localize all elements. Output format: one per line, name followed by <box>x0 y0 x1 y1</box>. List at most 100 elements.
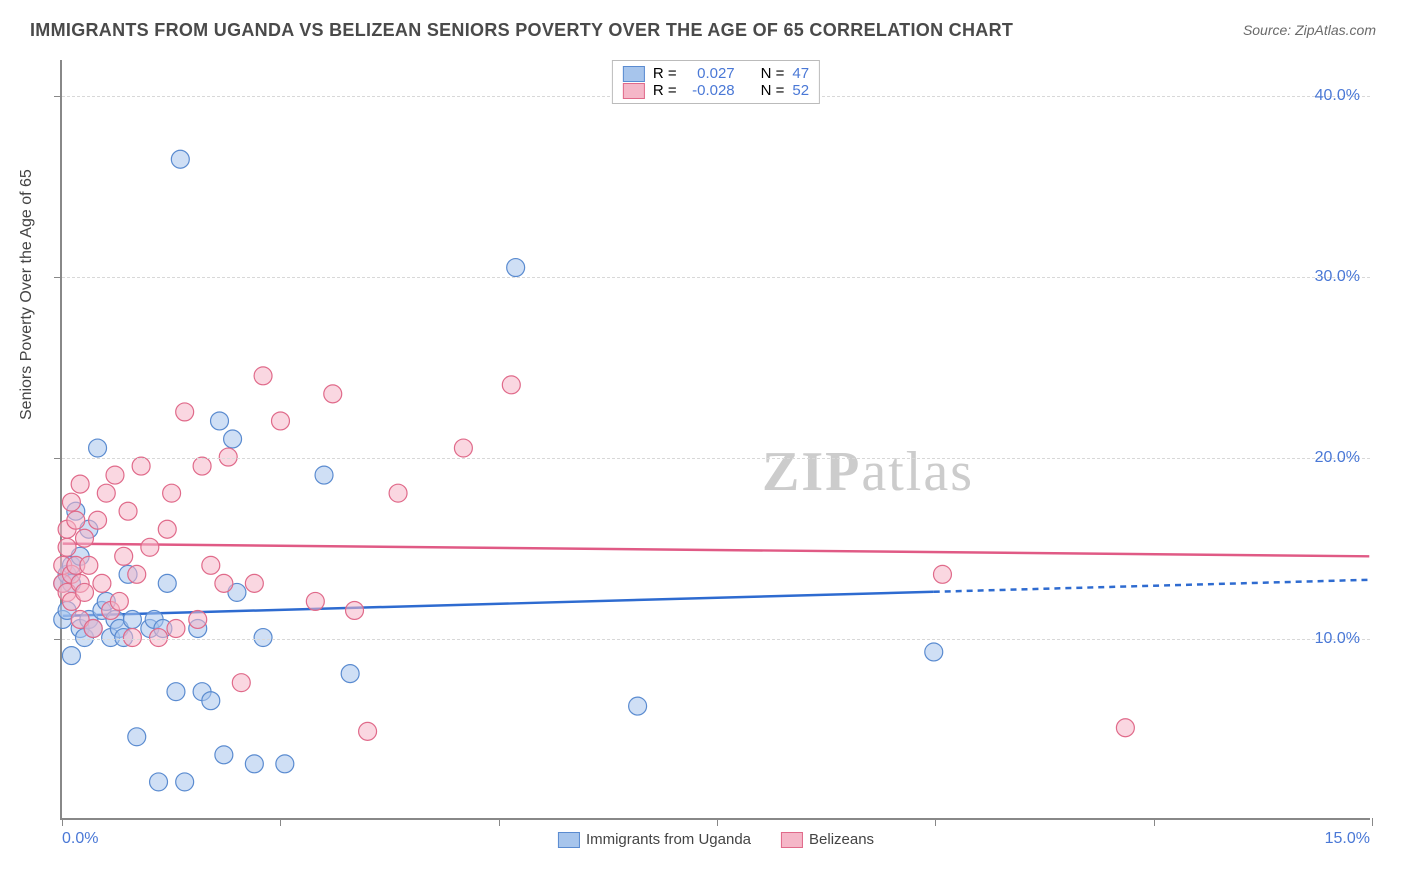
data-point-uganda <box>245 755 263 773</box>
data-point-uganda <box>315 466 333 484</box>
data-point-belize <box>389 484 407 502</box>
data-point-belize <box>176 403 194 421</box>
data-point-belize <box>97 484 115 502</box>
data-point-uganda <box>89 439 107 457</box>
data-point-belize <box>359 722 377 740</box>
data-point-belize <box>119 502 137 520</box>
swatch-belize-icon <box>623 83 645 99</box>
trendline-belize <box>63 544 1370 557</box>
y-tick <box>54 458 62 459</box>
data-point-belize <box>76 583 94 601</box>
y-axis-label: Seniors Poverty Over the Age of 65 <box>18 169 36 420</box>
data-point-belize <box>76 529 94 547</box>
legend-label-belize: Belizeans <box>809 831 874 848</box>
data-point-uganda <box>925 643 943 661</box>
data-point-belize <box>141 538 159 556</box>
data-point-belize <box>245 574 263 592</box>
data-point-belize <box>128 565 146 583</box>
x-tick <box>1154 818 1155 826</box>
stats-row-belize: R = -0.028 N = 52 <box>623 82 809 99</box>
y-tick <box>54 277 62 278</box>
legend-item-uganda: Immigrants from Uganda <box>558 831 751 848</box>
x-tick <box>935 818 936 826</box>
data-point-belize <box>202 556 220 574</box>
gridline <box>62 639 1370 640</box>
data-point-uganda <box>171 150 189 168</box>
data-point-belize <box>167 620 185 638</box>
x-axis-max-label: 15.0% <box>1325 830 1370 848</box>
data-point-belize <box>306 592 324 610</box>
x-tick <box>1372 818 1373 826</box>
data-point-belize <box>454 439 472 457</box>
data-point-belize <box>110 592 128 610</box>
data-point-uganda <box>341 665 359 683</box>
data-point-belize <box>71 475 89 493</box>
data-point-belize <box>67 511 85 529</box>
data-point-belize <box>158 520 176 538</box>
data-point-uganda <box>150 773 168 791</box>
data-point-uganda <box>167 683 185 701</box>
swatch-uganda-icon <box>623 66 645 82</box>
stats-row-uganda: R = 0.027 N = 47 <box>623 65 809 82</box>
data-point-belize <box>254 367 272 385</box>
y-tick-label: 40.0% <box>1315 87 1360 105</box>
x-tick <box>717 818 718 826</box>
x-tick <box>499 818 500 826</box>
y-tick <box>54 639 62 640</box>
data-point-belize <box>193 457 211 475</box>
chart-title: IMMIGRANTS FROM UGANDA VS BELIZEAN SENIO… <box>30 20 1376 41</box>
y-tick-label: 30.0% <box>1315 268 1360 286</box>
x-tick <box>280 818 281 826</box>
data-point-uganda <box>62 647 80 665</box>
gridline <box>62 458 1370 459</box>
y-tick <box>54 96 62 97</box>
data-point-belize <box>93 574 111 592</box>
data-point-belize <box>62 493 80 511</box>
data-point-uganda <box>224 430 242 448</box>
data-point-uganda <box>254 629 272 647</box>
scatter-plot-svg <box>62 60 1370 818</box>
n-label: N = <box>761 82 785 99</box>
data-point-belize <box>346 601 364 619</box>
swatch-uganda-icon <box>558 832 580 848</box>
data-point-uganda <box>629 697 647 715</box>
gridline <box>62 277 1370 278</box>
data-point-uganda <box>211 412 229 430</box>
data-point-belize <box>189 610 207 628</box>
data-point-belize <box>84 620 102 638</box>
data-point-uganda <box>128 728 146 746</box>
chart-plot-area: ZIPatlas R = 0.027 N = 47 R = -0.028 N =… <box>60 60 1370 820</box>
data-point-uganda <box>158 574 176 592</box>
data-point-belize <box>89 511 107 529</box>
data-point-uganda <box>123 610 141 628</box>
legend-label-uganda: Immigrants from Uganda <box>586 831 751 848</box>
legend-item-belize: Belizeans <box>781 831 874 848</box>
data-point-belize <box>150 629 168 647</box>
data-point-belize <box>232 674 250 692</box>
data-point-belize <box>106 466 124 484</box>
r-label: R = <box>653 65 677 82</box>
source-attribution: Source: ZipAtlas.com <box>1243 22 1376 38</box>
r-value-uganda: 0.027 <box>685 65 735 82</box>
correlation-stats-legend: R = 0.027 N = 47 R = -0.028 N = 52 <box>612 60 820 104</box>
y-tick-label: 20.0% <box>1315 449 1360 467</box>
r-value-belize: -0.028 <box>685 82 735 99</box>
r-label: R = <box>653 82 677 99</box>
data-point-uganda <box>202 692 220 710</box>
data-point-uganda <box>507 259 525 277</box>
data-point-belize <box>80 556 98 574</box>
data-point-belize <box>933 565 951 583</box>
series-legend: Immigrants from Uganda Belizeans <box>558 831 874 848</box>
data-point-belize <box>1116 719 1134 737</box>
data-point-uganda <box>176 773 194 791</box>
y-tick-label: 10.0% <box>1315 630 1360 648</box>
data-point-belize <box>324 385 342 403</box>
x-tick <box>62 818 63 826</box>
data-point-uganda <box>276 755 294 773</box>
data-point-belize <box>123 629 141 647</box>
data-point-belize <box>219 448 237 466</box>
data-point-belize <box>58 538 76 556</box>
data-point-belize <box>115 547 133 565</box>
trendline-uganda-extrapolated <box>934 580 1370 592</box>
n-value-uganda: 47 <box>792 65 809 82</box>
